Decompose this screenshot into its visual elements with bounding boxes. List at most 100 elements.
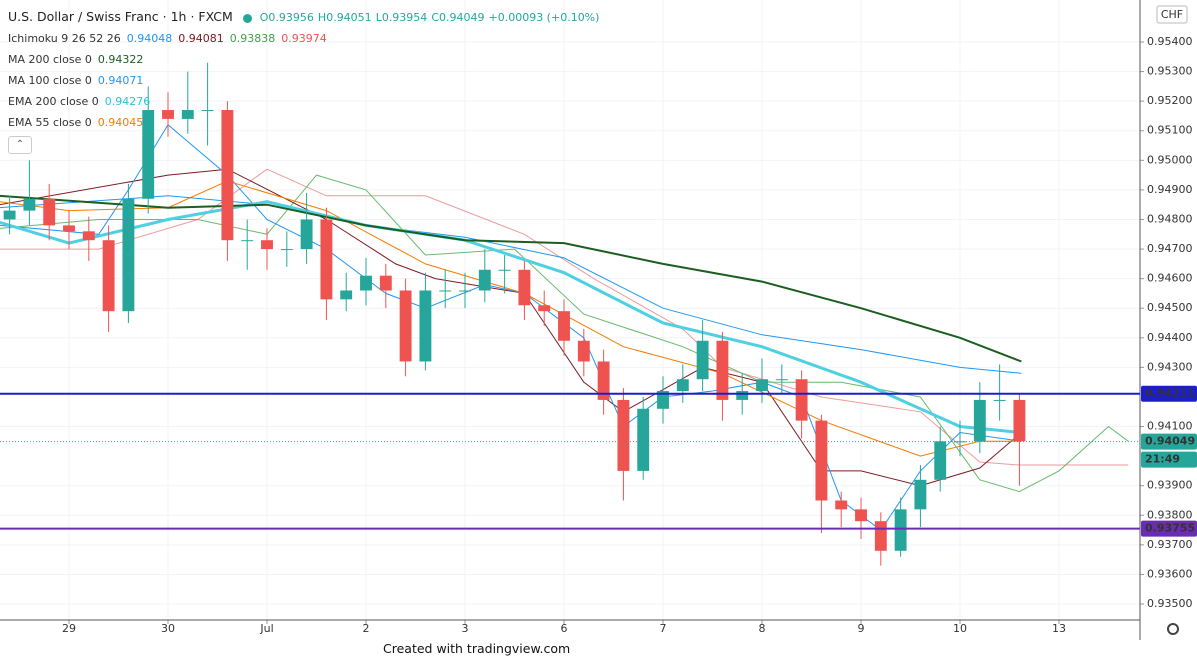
- candle-body: [181, 110, 194, 119]
- ohlc-value: L0.93954: [375, 11, 428, 24]
- candle-body: [914, 479, 927, 510]
- candle-body: [934, 441, 947, 480]
- y-tick-label: 0.95200: [1147, 94, 1193, 107]
- candle-body: [43, 198, 56, 226]
- level-label: 0.94211: [1145, 387, 1195, 400]
- y-tick-label: 0.93700: [1147, 538, 1193, 551]
- candle-body: [894, 509, 907, 551]
- indicator-line: [0, 194, 1022, 363]
- candle-body: [1013, 399, 1026, 442]
- y-tick-label: 0.94100: [1147, 420, 1193, 433]
- y-tick-label: 0.93800: [1147, 508, 1193, 521]
- y-tick-label: 0.95000: [1147, 153, 1193, 166]
- candle-body: [696, 340, 709, 380]
- x-tick-label: Jul: [259, 622, 273, 635]
- indicator-name: MA 100 close 0: [8, 74, 92, 87]
- footer: Created with tradingview.com: [383, 641, 571, 656]
- candle-body: [280, 249, 293, 251]
- indicator-value: 0.93838: [229, 32, 276, 45]
- y-tick-label: 0.95300: [1147, 65, 1193, 78]
- indicator-value: 0.93974: [281, 32, 327, 45]
- x-tick-label: 3: [462, 622, 469, 635]
- candle-body: [855, 509, 867, 522]
- indicator-value: 0.94045: [97, 116, 144, 129]
- candle-body: [676, 379, 689, 392]
- chart-header: U.S. Dollar / Swiss Franc · 1h · FXCM O0.…: [8, 6, 603, 154]
- candle-body: [201, 110, 214, 112]
- candle-body: [577, 340, 590, 362]
- ohlc: O0.93956 H0.94051 L0.93954 C0.94049 +0.00093…: [260, 11, 604, 24]
- candle-body: [617, 399, 630, 471]
- collapse-button[interactable]: ⌃: [8, 136, 32, 154]
- candle-body: [756, 379, 768, 392]
- candle-body: [597, 361, 610, 400]
- y-tick-label: 0.93600: [1147, 567, 1193, 580]
- x-tick-label: 30: [161, 622, 175, 635]
- indicator-name: Ichimoku 9 26 52 26: [8, 32, 121, 45]
- candle-body: [3, 210, 16, 220]
- indicator-row: MA 100 close 0 0.94071: [8, 70, 603, 91]
- candle-body: [142, 110, 155, 199]
- candle-body: [63, 225, 75, 232]
- candle-body: [320, 219, 333, 300]
- candle-body: [498, 269, 511, 271]
- indicator-row: EMA 55 close 0 0.94045: [8, 112, 603, 133]
- x-tick-label: 13: [1052, 622, 1066, 635]
- indicator-name: EMA 200 close 0: [8, 95, 99, 108]
- level-box: [1141, 385, 1197, 402]
- indicator-line: [0, 200, 1022, 434]
- candle-body: [102, 240, 115, 312]
- ohlc-value: C0.94049: [431, 11, 485, 24]
- candle-body: [637, 408, 650, 471]
- indicator-value: 0.94276: [104, 95, 151, 108]
- x-tick-label: 7: [660, 622, 667, 635]
- indicator-line: [0, 168, 1022, 487]
- indicator-row: MA 200 close 0 0.94322: [8, 49, 603, 70]
- indicator-value: 0.94322: [97, 53, 144, 66]
- candle-body: [835, 500, 848, 510]
- candle-body: [736, 391, 749, 400]
- candle-body: [23, 198, 36, 211]
- candle-body: [241, 240, 254, 242]
- candle-body: [379, 275, 392, 291]
- candle-body: [82, 231, 95, 241]
- candle-body: [518, 269, 531, 306]
- indicator-legend: Ichimoku 9 26 52 26 0.94048 0.94081 0.93838…: [8, 28, 603, 133]
- indicator-value: 0.94071: [97, 74, 144, 87]
- candle-body: [993, 399, 1006, 401]
- y-tick-label: 0.95100: [1147, 124, 1193, 137]
- candle-body: [360, 275, 372, 291]
- indicator-value: 0.94081: [178, 32, 224, 45]
- y-tick-label: 0.94900: [1147, 183, 1193, 196]
- candle-body: [558, 311, 570, 341]
- x-tick-label: 29: [62, 622, 76, 635]
- candle-body: [459, 290, 471, 292]
- currency-label: CHF: [1161, 8, 1183, 21]
- candle-body: [399, 290, 412, 362]
- indicator-value: 0.94048: [126, 32, 173, 45]
- candle-body: [419, 290, 432, 362]
- status-dot: [242, 13, 252, 23]
- x-tick-label: 2: [363, 622, 370, 635]
- candle-body: [300, 219, 313, 250]
- candle-body: [538, 305, 551, 312]
- indicator-name: MA 200 close 0: [8, 53, 92, 66]
- x-tick-label: 8: [759, 622, 766, 635]
- y-tick-label: 0.94700: [1147, 242, 1193, 255]
- candle-body: [874, 521, 887, 551]
- candle-body: [795, 379, 808, 421]
- candle-body: [973, 399, 986, 442]
- candle-body: [221, 110, 234, 241]
- candle-body: [775, 379, 788, 381]
- y-tick-label: 0.94500: [1147, 301, 1193, 314]
- countdown-label: 21:49: [1145, 453, 1180, 466]
- y-tick-label: 0.93500: [1147, 597, 1193, 610]
- level-label: 0.93755: [1145, 522, 1195, 535]
- indicator-row: EMA 200 close 0 0.94276: [8, 91, 603, 112]
- ohlc-value: O0.93956: [259, 11, 314, 24]
- settings-icon[interactable]: [1167, 623, 1179, 635]
- candle-body: [340, 290, 353, 300]
- ohlc-value: H0.94051: [317, 11, 372, 24]
